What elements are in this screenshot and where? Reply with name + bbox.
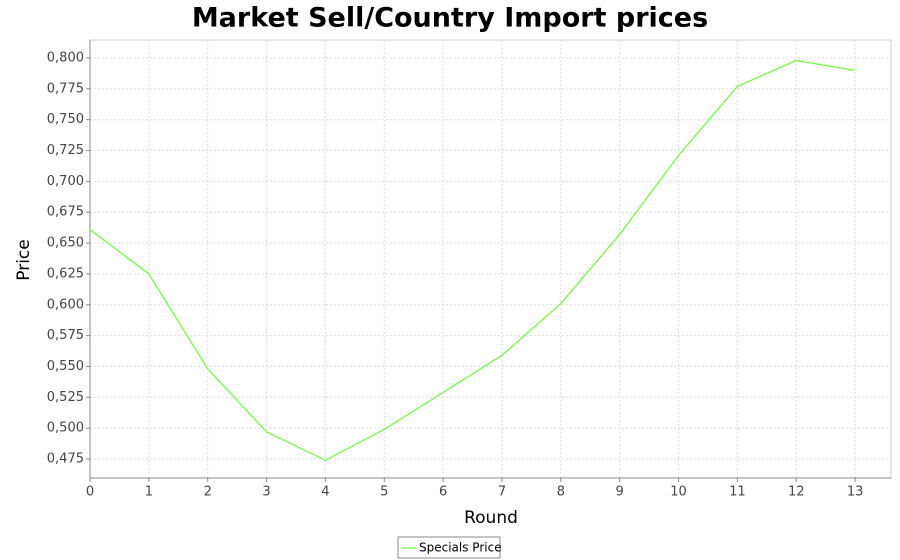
x-tick-label: 13 <box>847 485 864 500</box>
x-tick-label: 9 <box>616 485 624 500</box>
y-tick-label: 0,725 <box>47 143 84 158</box>
x-tick-label: 7 <box>498 485 506 500</box>
legend-label: Specials Price <box>419 541 502 555</box>
chart-title: Market Sell/Country Import prices <box>192 3 708 34</box>
x-tick-label: 12 <box>788 485 805 500</box>
y-axis-label: Price <box>14 239 34 280</box>
y-tick-label: 0,525 <box>47 390 84 405</box>
y-tick-label: 0,550 <box>47 359 84 374</box>
x-tick-label: 4 <box>321 485 329 500</box>
x-tick-label: 0 <box>86 485 94 500</box>
y-tick-label: 0,475 <box>47 451 84 466</box>
x-tick-label: 11 <box>729 485 746 500</box>
y-tick-label: 0,750 <box>47 112 84 127</box>
x-tick-label: 6 <box>439 485 447 500</box>
legend: Specials Price <box>397 536 502 559</box>
y-tick-label: 0,625 <box>47 266 84 281</box>
y-tick-label: 0,675 <box>47 205 84 220</box>
y-tick-label: 0,800 <box>47 51 84 66</box>
x-tick-label: 3 <box>262 485 270 500</box>
x-tick-label: 5 <box>380 485 388 500</box>
x-tick-label: 10 <box>670 485 687 500</box>
x-tick-label: 1 <box>145 485 153 500</box>
y-tick-label: 0,575 <box>47 328 84 343</box>
legend-box <box>397 536 501 559</box>
y-tick-label: 0,650 <box>47 236 84 251</box>
x-axis-label: Round <box>464 508 518 528</box>
x-tick-label: 8 <box>557 485 565 500</box>
y-tick-label: 0,600 <box>47 297 84 312</box>
x-tick-label: 2 <box>204 485 212 500</box>
y-tick-label: 0,775 <box>47 81 84 96</box>
y-tick-label: 0,700 <box>47 174 84 189</box>
line-series <box>89 59 856 461</box>
y-tick-label: 0,500 <box>47 421 84 436</box>
plot-area <box>89 39 892 479</box>
